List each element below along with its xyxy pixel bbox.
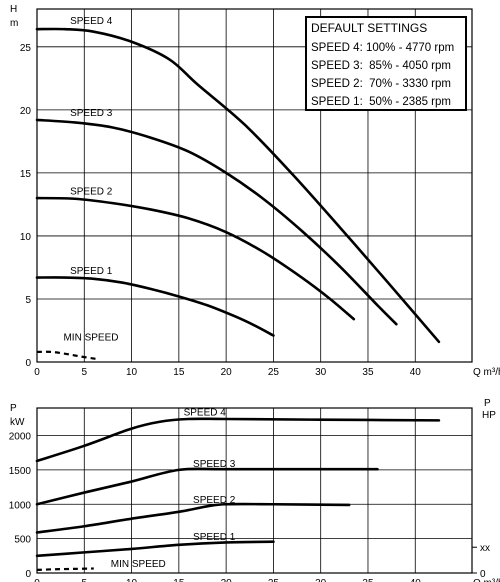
y-tick-label: 500 xyxy=(14,535,31,546)
speed-3-label: SPEED 3 xyxy=(193,459,236,470)
speed-4-label: SPEED 4 xyxy=(184,408,227,419)
legend-entry: SPEED 2: 70% - 3330 rpm xyxy=(311,78,451,90)
speed-4-curve xyxy=(35,27,441,344)
x-tick-label: 35 xyxy=(362,578,374,582)
x-axis-title: Q m³/h xyxy=(473,578,500,582)
x-tick-label: 40 xyxy=(410,367,422,378)
speed-2-curve xyxy=(35,502,351,534)
y-tick-label: 0 xyxy=(25,569,31,580)
y-tick-label: 10 xyxy=(20,232,32,243)
min-speed-label: MIN SPEED xyxy=(63,333,118,344)
y-axis-unit: m xyxy=(10,18,18,29)
x-tick-label: 25 xyxy=(268,578,280,582)
x-tick-label: 15 xyxy=(173,367,185,378)
x-tick-label: 20 xyxy=(221,367,233,378)
x-tick-label: 5 xyxy=(82,578,88,582)
speed-4-label: SPEED 4 xyxy=(70,16,113,27)
x-axis-title: Q m³/h xyxy=(473,367,500,378)
legend-entry: SPEED 1: 50% - 2385 rpm xyxy=(311,96,451,108)
y-tick-label: 20 xyxy=(20,106,32,117)
speed-3-curve xyxy=(35,118,398,326)
speed-1-label: SPEED 1 xyxy=(70,266,113,277)
x-tick-label: 10 xyxy=(126,578,138,582)
x-tick-label: 35 xyxy=(362,367,374,378)
y2-axis-unit: HP xyxy=(482,410,496,421)
speed-1-curve xyxy=(35,540,275,558)
speed-1-curve xyxy=(35,276,275,337)
y-tick-label: 5 xyxy=(25,295,31,306)
power-vs-flow-chart: 0 5 10 15 20 25 30 35 40 0 500 1000 1500 2000 PkW Q m³/… xyxy=(9,398,500,582)
y-tick-label: 0 xyxy=(25,358,31,369)
x-tick-label: 25 xyxy=(268,367,280,378)
legend-entry: SPEED 3: 85% - 4050 rpm xyxy=(311,60,451,72)
x-tick-label: 40 xyxy=(410,578,422,582)
x-tick-label: 0 xyxy=(34,578,40,582)
speed-1-label: SPEED 1 xyxy=(193,532,236,543)
min-speed-label: MIN SPEED xyxy=(111,559,166,570)
x-tick-label: 30 xyxy=(315,367,327,378)
speed-2-label: SPEED 2 xyxy=(70,186,113,197)
speed-2-label: SPEED 2 xyxy=(193,495,236,506)
y2-tick-label: 0 xyxy=(480,569,486,580)
y-tick-label: 1000 xyxy=(9,500,32,511)
plot-frame xyxy=(36,8,473,363)
y-axis-symbol: P xyxy=(10,403,17,414)
y2-tick-label: xx xyxy=(480,543,490,554)
speed-2-curve xyxy=(35,196,356,321)
legend-box xyxy=(305,16,467,111)
min-speed-curve xyxy=(36,350,96,360)
y-axis-symbol: H xyxy=(10,4,17,15)
y2-axis-symbol: P xyxy=(484,398,491,409)
speed-4-curve xyxy=(35,417,441,463)
y-tick-label: 1500 xyxy=(9,466,32,477)
legend-entry: SPEED 4: 100% - 4770 rpm xyxy=(311,42,454,54)
min-speed-curve xyxy=(36,567,94,572)
y-tick-label: 15 xyxy=(20,169,32,180)
plot-frame xyxy=(36,407,473,574)
x-tick-label: 20 xyxy=(221,578,233,582)
y-tick-label: 2000 xyxy=(9,432,32,443)
x-tick-label: 0 xyxy=(34,367,40,378)
x-tick-label: 10 xyxy=(126,367,138,378)
legend-title: DEFAULT SETTINGS xyxy=(311,21,427,35)
head-vs-flow-chart: 0 5 10 15 20 25 30 35 40 0 5 10 15 20 25 Hm Q m³/h SPEED … xyxy=(10,4,500,378)
speed-3-curve xyxy=(35,467,379,506)
speed-3-label: SPEED 3 xyxy=(70,108,113,119)
y-tick-label: 25 xyxy=(20,43,32,54)
x-tick-label: 15 xyxy=(173,578,185,582)
x-tick-label: 5 xyxy=(82,367,88,378)
x-tick-label: 30 xyxy=(315,578,327,582)
y-axis-unit: kW xyxy=(10,417,25,428)
